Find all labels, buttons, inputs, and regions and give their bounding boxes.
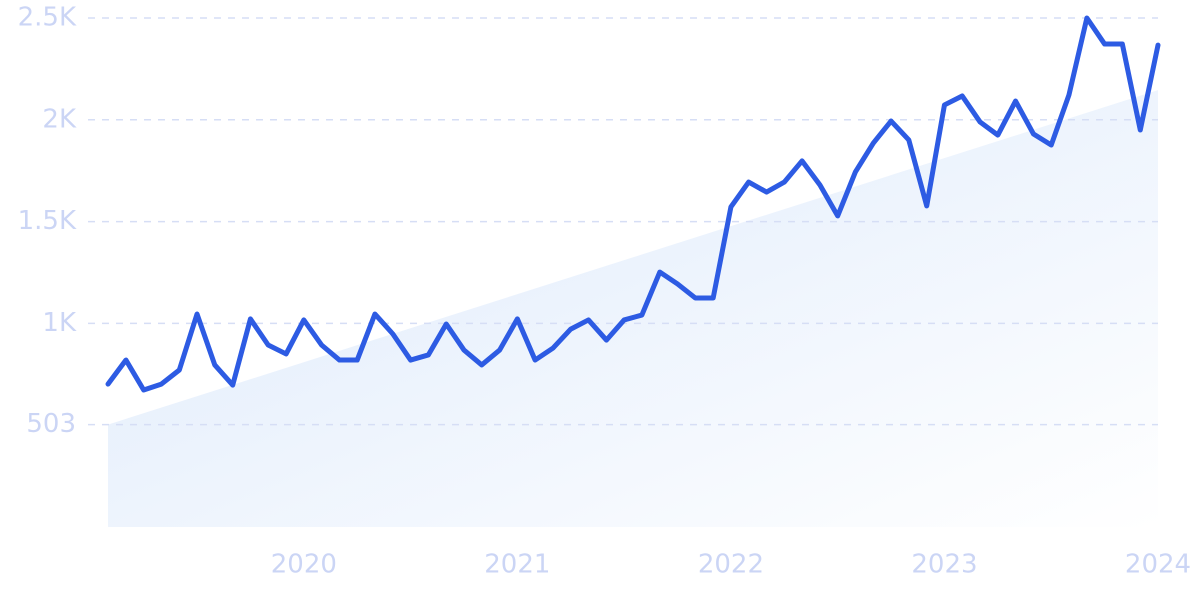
trend-area xyxy=(108,90,1158,527)
y-tick-label: 2.5K xyxy=(18,3,77,33)
x-tick-label: 2020 xyxy=(271,550,337,580)
y-tick-label: 1.5K xyxy=(18,206,77,236)
x-tick-label: 2021 xyxy=(484,550,550,580)
x-tick-label: 2022 xyxy=(698,550,764,580)
x-tick-label: 2023 xyxy=(911,550,977,580)
y-tick-label: 2K xyxy=(42,104,77,134)
x-tick-label: 2024 xyxy=(1125,550,1191,580)
y-tick-label: 1K xyxy=(42,308,77,338)
line xyxy=(105,15,1161,393)
y-tick-label: 503 xyxy=(26,409,76,439)
